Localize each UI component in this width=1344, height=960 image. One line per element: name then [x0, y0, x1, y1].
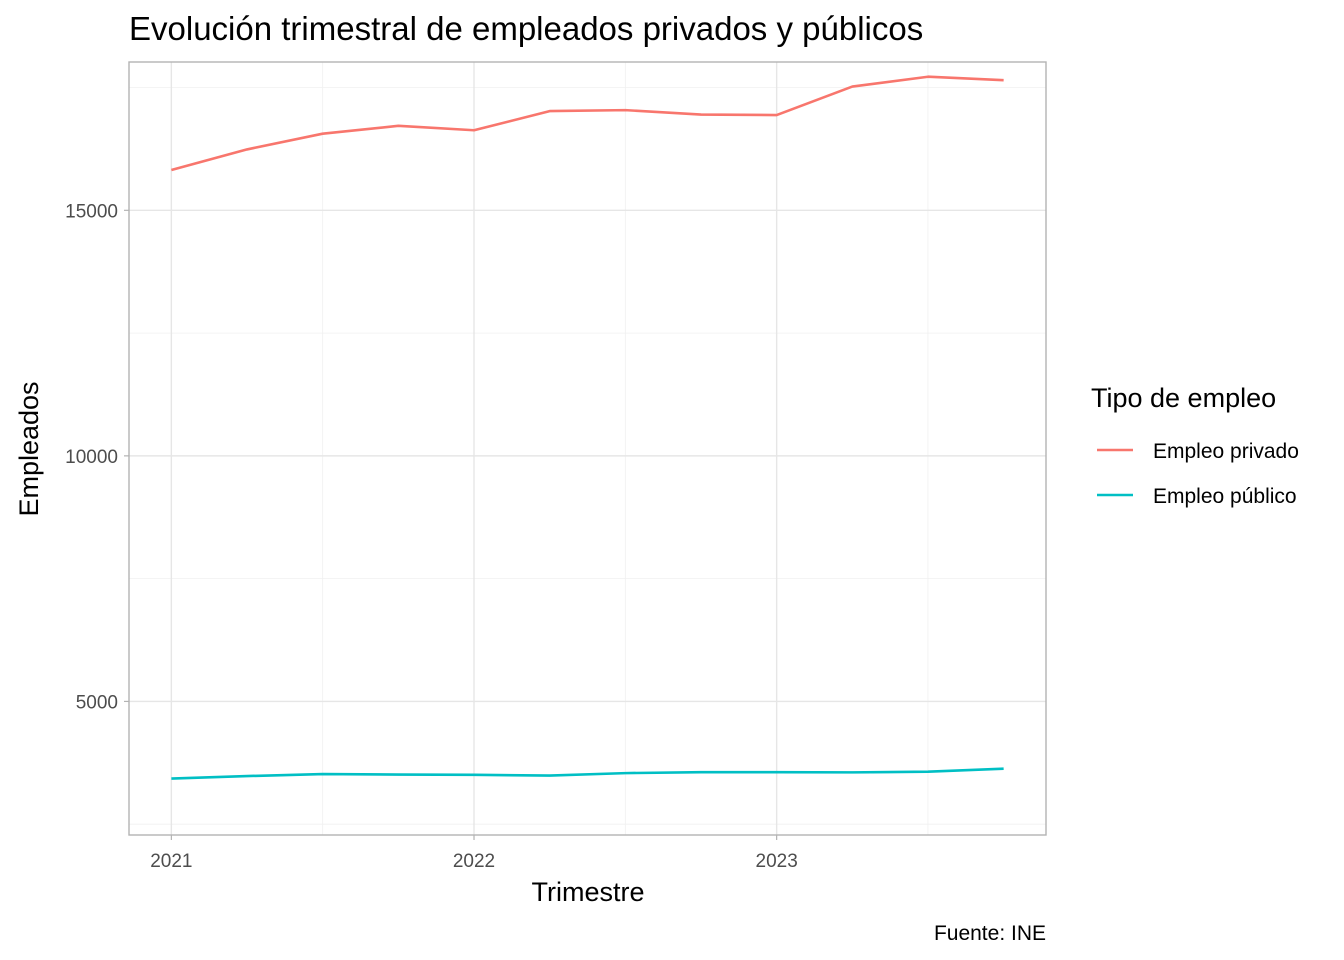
x-axis: 2021 2022 2023	[150, 835, 798, 872]
y-tick-label: 15000	[65, 201, 118, 222]
x-tick-label: 2022	[453, 851, 495, 872]
y-tick-label: 10000	[65, 447, 118, 468]
chart-title: Evolución trimestral de empleados privad…	[129, 10, 923, 47]
plot-panel	[128, 61, 1047, 836]
legend-item: Empleo público	[1097, 485, 1297, 508]
legend-label: Empleo público	[1153, 485, 1297, 508]
series-line-2	[171, 767, 1004, 780]
x-tick-label: 2023	[756, 851, 798, 872]
x-axis-title: Trimestre	[532, 877, 645, 907]
x-tick-label: 2021	[150, 851, 192, 872]
chart-caption: Fuente: INE	[934, 922, 1046, 945]
series-lines	[171, 75, 1004, 780]
y-tick-label: 5000	[76, 692, 118, 713]
legend-item: Empleo privado	[1097, 440, 1299, 463]
y-axis: 5000 10000 15000	[65, 201, 129, 713]
legend-title: Tipo de empleo	[1091, 383, 1276, 413]
legend-label: Empleo privado	[1153, 440, 1299, 463]
y-axis-title: Empleados	[14, 381, 44, 516]
grid	[129, 62, 1046, 835]
legend: Tipo de empleo Empleo privado Empleo públ…	[1091, 383, 1299, 508]
series-line-1	[171, 75, 1004, 172]
legend-items: Empleo privado Empleo público	[1097, 440, 1299, 508]
